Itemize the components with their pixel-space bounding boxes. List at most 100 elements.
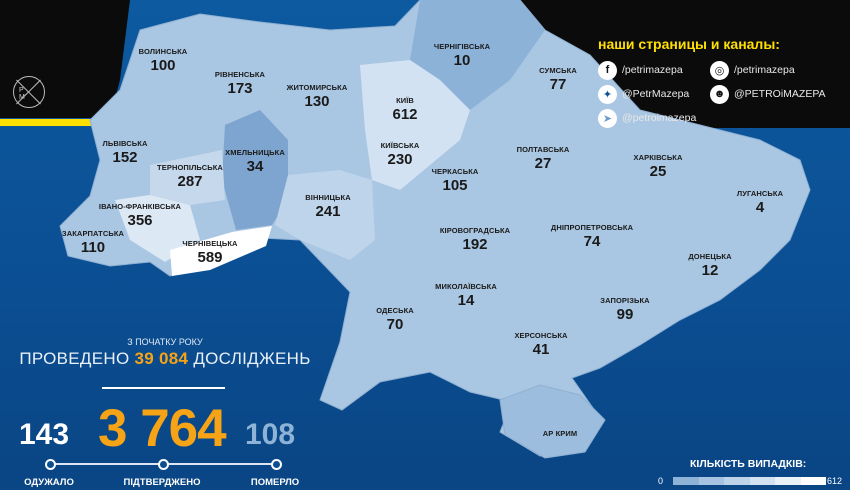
region-label: КІРОВОГРАДСЬКА 192 <box>440 227 510 252</box>
region-label: ЧЕРНІГІВСЬКА 10 <box>434 43 490 68</box>
region-kyivska <box>360 60 470 190</box>
facebook-icon: f <box>598 60 617 80</box>
region-value: 356 <box>127 211 153 229</box>
region-value: 100 <box>150 56 176 74</box>
region-name: ІВАНО-ФРАНКІВСЬКА <box>98 202 182 211</box>
region-name: КИЇВСЬКА <box>380 141 420 150</box>
deaths-label: ПОМЕРЛО <box>250 477 300 488</box>
region-name: ПОЛТАВСЬКА <box>516 145 570 154</box>
legend-max: 612 <box>827 476 843 486</box>
region-name: АР КРИМ <box>542 429 578 438</box>
region-value: 589 <box>197 248 223 266</box>
region-name: ЛЬВІВСЬКА <box>102 139 148 148</box>
region-name: ДНІПРОПЕТРОВСЬКА <box>550 223 634 232</box>
instagram-link[interactable]: ◎/petrimazepa <box>710 60 822 80</box>
region-name: ХЕРСОНСЬКА <box>514 331 568 340</box>
region-value: 34 <box>246 157 264 175</box>
region-label: ВОЛИНСЬКА 100 <box>139 48 188 73</box>
region-label: ЗАПОРІЗЬКА 99 <box>600 297 649 322</box>
social-title: наши страницы и каналы: <box>598 36 780 52</box>
legend-swatch <box>749 477 775 485</box>
logo: P M <box>13 76 45 108</box>
deaths-count: 108 <box>245 418 296 451</box>
region-label: ІВАНО-ФРАНКІВСЬКА 356 <box>99 203 181 228</box>
region-name: ОДЕСЬКА <box>376 306 414 315</box>
timeline-dot <box>158 459 169 470</box>
divider <box>102 387 225 389</box>
region-name: ВІННИЦЬКА <box>305 193 351 202</box>
region-label: ЧЕРНІВЕЦЬКА 589 <box>182 240 237 265</box>
twitter-link[interactable]: ✦ @PetrMazepa <box>598 84 710 104</box>
region-value: 4 <box>755 198 765 216</box>
region-value: 25 <box>649 162 667 180</box>
region-name: ВОЛИНСЬКА <box>138 47 188 56</box>
region-name: КІРОВОГРАДСЬКА <box>439 226 511 235</box>
region-label: ПОЛТАВСЬКА 27 <box>517 146 570 171</box>
region-chernivetska <box>170 226 272 276</box>
region-khmelnytska <box>222 110 288 230</box>
region-name: ЗАКАРПАТСЬКА <box>61 229 125 238</box>
region-value: 152 <box>112 148 138 166</box>
region-label: ЖИТОМИРСЬКА 130 <box>287 84 348 109</box>
crimea <box>499 384 606 459</box>
region-ternopilska <box>150 150 225 205</box>
legend-swatch <box>724 477 750 485</box>
region-name: СУМСЬКА <box>539 66 577 75</box>
region-label: АР КРИМ <box>543 430 577 440</box>
reddit-icon: ☻ <box>710 84 729 104</box>
legend-scale <box>673 477 826 485</box>
instagram-icon: ◎ <box>710 60 729 80</box>
region-value: 612 <box>392 105 418 123</box>
region-value: 110 <box>80 238 106 256</box>
region-ivano-frankivska <box>115 195 200 262</box>
region-label: КИЇВСЬКА 230 <box>381 142 420 167</box>
region-value: 77 <box>549 75 567 93</box>
region-chernihivska <box>410 0 545 110</box>
confirmed-count: 3 764 <box>98 399 227 458</box>
region-value: 12 <box>701 261 719 279</box>
region-value: 74 <box>583 232 601 250</box>
region-vinnytska <box>275 170 375 260</box>
region-name: ЗАПОРІЗЬКА <box>600 296 650 305</box>
region-label: СУМСЬКА 77 <box>539 67 577 92</box>
region-name: РІВНЕНСЬКА <box>214 70 266 79</box>
since-label: З ПОЧАТКУ РОКУ <box>127 337 203 347</box>
region-label: ТЕРНОПІЛЬСЬКА 287 <box>157 164 223 189</box>
region-name: ЖИТОМИРСЬКА <box>286 83 348 92</box>
region-value: 241 <box>315 202 341 220</box>
region-name: ДОНЕЦЬКА <box>688 252 732 261</box>
region-value: 70 <box>386 315 404 333</box>
confirmed-label: ПІДТВЕРДЖЕНО <box>123 477 201 488</box>
region-label: ЛУГАНСЬКА 4 <box>737 190 783 215</box>
yellow-stripe <box>0 119 110 126</box>
telegram-link[interactable]: ➤ @petroimazepa <box>598 108 710 128</box>
region-value: 14 <box>457 291 475 309</box>
legend-title: КІЛЬКІСТЬ ВИПАДКІВ: <box>690 458 807 470</box>
region-label: ОДЕСЬКА 70 <box>376 307 414 332</box>
recovered-count: 143 <box>19 418 70 451</box>
region-value: 27 <box>534 154 552 172</box>
region-value: 10 <box>453 51 471 69</box>
reddit-link[interactable]: ☻ @PETROiMAZEPA <box>710 84 826 104</box>
region-name: ЧЕРНІВЕЦЬКА <box>182 239 238 248</box>
legend-swatch <box>800 477 826 485</box>
legend-min: 0 <box>658 476 664 486</box>
logo-letters: P M <box>19 87 31 101</box>
recovered-label: ОДУЖАЛО <box>24 477 74 488</box>
region-value: 230 <box>387 150 413 168</box>
region-name: ХМЕЛЬНИЦЬКА <box>225 148 285 157</box>
facebook-link[interactable]: f/petrimazepa <box>598 60 710 80</box>
region-name: ХАРКІВСЬКА <box>633 153 683 162</box>
ukraine-map <box>59 0 811 459</box>
black-header-band <box>0 0 850 128</box>
region-label: ДОНЕЦЬКА 12 <box>688 253 731 278</box>
region-name: МИКОЛАЇВСЬКА <box>435 282 497 291</box>
region-label: ЧЕРКАСЬКА 105 <box>432 168 479 193</box>
social-panel: наши страницы и каналы: f/petrimazepa ◎ /… <box>598 36 848 130</box>
region-value: 105 <box>442 176 468 194</box>
region-value: 173 <box>227 79 253 97</box>
region-label: ХЕРСОНСЬКА 41 <box>514 332 567 357</box>
region-label: КИЇВ 612 <box>392 97 417 122</box>
region-value: 192 <box>462 235 488 253</box>
